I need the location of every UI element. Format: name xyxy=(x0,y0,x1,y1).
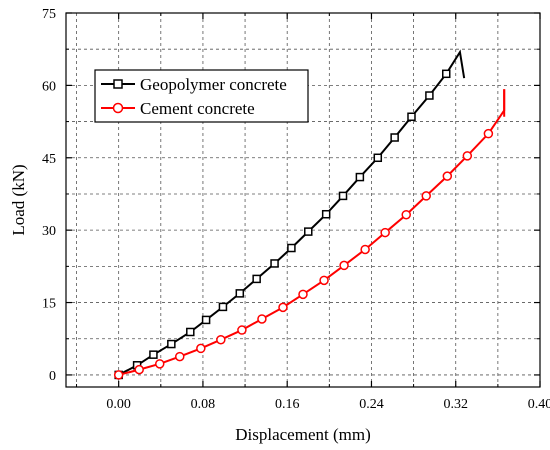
data-point-geopolymer xyxy=(201,315,211,325)
data-point-cement xyxy=(442,171,453,181)
grid xyxy=(66,12,541,387)
data-point-geopolymer xyxy=(304,227,313,236)
data-point-geopolymer xyxy=(355,172,365,182)
x-tick-label: 0.08 xyxy=(191,397,216,412)
data-point-geopolymer xyxy=(270,259,279,268)
data-point-cement xyxy=(113,370,124,380)
data-point-geopolymer xyxy=(186,327,195,337)
axis-ticks: 0.00 0.08 0.16 0.24 0.32 0.40 0 15 30 45 60 75 xyxy=(42,7,550,412)
data-point-geopolymer xyxy=(373,153,383,163)
data-point-geopolymer xyxy=(442,69,451,79)
data-point-cement xyxy=(257,314,267,324)
data-point-cement xyxy=(154,359,165,369)
data-point-cement xyxy=(462,151,473,161)
y-tick-label: 60 xyxy=(42,79,56,94)
data-point-cement xyxy=(360,244,370,255)
data-point-cement xyxy=(339,260,349,271)
data-point-cement xyxy=(196,343,206,354)
y-tick-label: 15 xyxy=(42,297,56,312)
data-point-geopolymer xyxy=(235,289,245,298)
legend-box xyxy=(94,69,309,123)
data-point-cement xyxy=(237,325,247,335)
x-axis-title: Displacement (mm) xyxy=(235,425,371,444)
legend-marker-square xyxy=(113,79,123,89)
data-point-geopolymer xyxy=(149,350,158,359)
data-point-cement xyxy=(319,275,329,286)
data-point-geopolymer xyxy=(167,339,176,349)
y-tick-label: 30 xyxy=(42,224,56,239)
data-point-cement xyxy=(401,209,411,220)
x-tick-label: 0.40 xyxy=(528,397,550,412)
y-tick-label: 45 xyxy=(42,152,56,167)
data-point-geopolymer xyxy=(425,91,434,100)
legend-label-geopolymer: Geopolymer concrete xyxy=(140,75,287,94)
legend-label-cement: Cement concrete xyxy=(140,99,255,118)
data-point-cement xyxy=(483,128,494,139)
x-tick-label: 0.24 xyxy=(359,397,384,412)
data-point-geopolymer xyxy=(252,274,261,284)
legend: Geopolymer concrete Cement concrete xyxy=(94,69,309,123)
data-point-cement xyxy=(134,364,144,375)
y-axis-title: Load (kN) xyxy=(9,164,28,235)
x-tick-label: 0.16 xyxy=(275,397,300,412)
data-point-cement xyxy=(380,227,390,238)
y-tick-label: 75 xyxy=(42,7,56,22)
data-point-geopolymer xyxy=(287,243,296,253)
series xyxy=(113,49,506,380)
data-point-geopolymer xyxy=(218,302,228,312)
series-line-geopolymer xyxy=(118,49,466,376)
plot-frame xyxy=(65,12,541,388)
data-point-geopolymer xyxy=(390,133,399,142)
data-point-cement xyxy=(278,302,288,313)
data-point-cement xyxy=(298,289,308,300)
data-point-cement xyxy=(216,334,226,345)
data-point-geopolymer xyxy=(407,112,416,122)
data-point-cement xyxy=(421,191,431,201)
data-point-cement xyxy=(175,351,185,362)
x-tick-label: 0.32 xyxy=(443,397,468,412)
y-tick-label: 0 xyxy=(49,369,56,384)
data-point-geopolymer xyxy=(321,209,331,219)
legend-marker-circle xyxy=(112,102,124,114)
x-tick-label: 0.00 xyxy=(106,397,131,412)
data-point-geopolymer xyxy=(338,191,348,201)
